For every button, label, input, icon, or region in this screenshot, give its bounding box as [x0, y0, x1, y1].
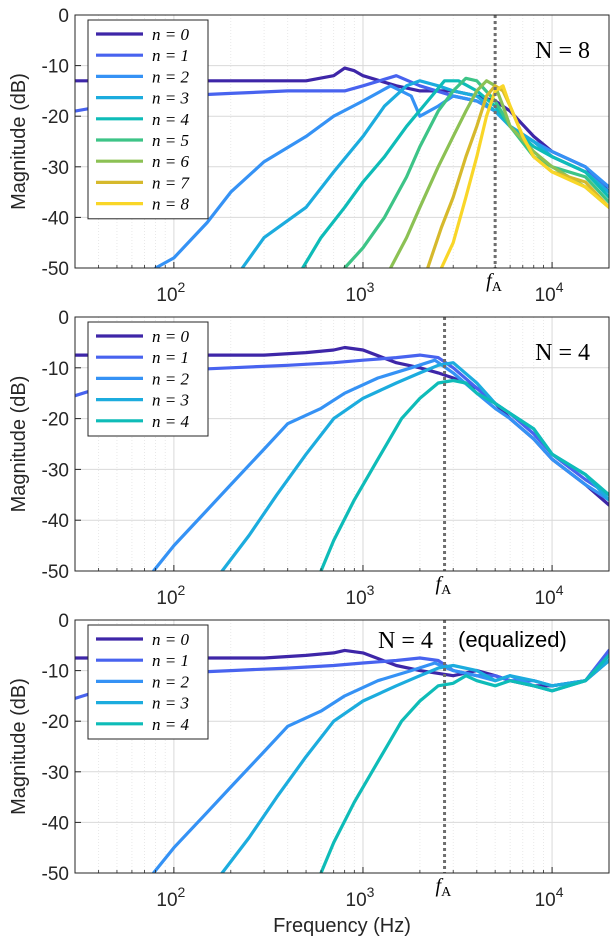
x-tick-label: 102: [156, 884, 185, 911]
legend-label: n = 2: [152, 67, 189, 86]
legend-label: n = 3: [152, 89, 189, 108]
chart-panel-2: 102 103 104 0 -10 -20 -30 -40 -50 Magnitude (dB) f…: [8, 308, 610, 609]
annotation-label: N = 4: [535, 340, 590, 366]
legend-label: n = 8: [152, 195, 189, 214]
axes-box: [74, 619, 610, 874]
legend-label: n = 7: [152, 173, 190, 192]
legend-label: n = 0: [152, 630, 189, 649]
legend-label: n = 2: [152, 369, 189, 388]
axes-box: [74, 14, 610, 269]
y-tick-label: -40: [42, 208, 69, 229]
x-tick-label: 104: [535, 279, 564, 306]
series-line: [389, 79, 609, 268]
y-tick-label: -30: [42, 460, 69, 481]
x-tick-label: 104: [535, 884, 564, 911]
x-tick-label: 104: [535, 582, 564, 609]
y-tick-label: -30: [42, 763, 69, 784]
x-tick-label: 103: [346, 279, 375, 306]
legend-label: n = 3: [152, 694, 189, 713]
axes-box: [74, 316, 610, 572]
annotation-label: N = 4: [378, 628, 433, 654]
series-line: [439, 84, 609, 268]
legend-label: n = 1: [152, 46, 189, 65]
legend-label: n = 0: [152, 25, 189, 44]
legend-label: n = 6: [152, 152, 189, 171]
x-tick-label: 103: [346, 582, 375, 609]
legend-label: n = 4: [152, 110, 189, 129]
y-tick-label: -40: [42, 813, 69, 834]
chart-panel-1: 102 103 104 0 -10 -20 -30 -40 -50 Magnitude (dB) f…: [8, 6, 610, 306]
x-tick-label: 103: [346, 884, 375, 911]
y-tick-label: -50: [42, 259, 69, 280]
y-tick-label: -40: [42, 511, 69, 532]
chart-panel-3: 102 103 104 0 -10 -20 -30 -40 -50 Magnitude (dB) f…: [8, 611, 610, 911]
y-tick-label: 0: [58, 308, 69, 329]
legend-label: n = 3: [152, 391, 189, 410]
series-line: [319, 653, 609, 873]
y-axis-label: Magnitude (dB): [8, 376, 30, 513]
annotation-label: N = 8: [535, 38, 590, 64]
x-tick-label: 102: [156, 279, 185, 306]
legend-label: n = 4: [152, 412, 189, 431]
series-line: [75, 66, 609, 194]
fa-label: fA: [486, 270, 503, 295]
y-tick-label: -10: [42, 57, 69, 78]
y-tick-label: -50: [42, 864, 69, 885]
y-tick-label: -50: [42, 562, 69, 583]
series-line: [301, 79, 609, 268]
series-line: [151, 358, 609, 571]
y-tick-label: 0: [58, 6, 69, 27]
y-tick-label: -30: [42, 158, 69, 179]
legend-label: n = 2: [152, 672, 189, 691]
series-line: [220, 658, 609, 873]
legend-label: n = 0: [152, 327, 189, 346]
y-tick-label: -20: [42, 107, 69, 128]
x-axis-label: Frequency (Hz): [273, 915, 411, 937]
y-tick-label: -10: [42, 662, 69, 683]
fa-label: fA: [436, 875, 453, 900]
series-line: [319, 378, 609, 571]
y-tick-label: -20: [42, 410, 69, 431]
series-line: [75, 353, 609, 497]
legend-label: n = 5: [152, 131, 189, 150]
legend-label: n = 1: [152, 651, 189, 670]
series-line: [75, 648, 609, 688]
legend-label: n = 4: [152, 715, 189, 734]
series-line: [240, 79, 609, 268]
annotation-note: (equalized): [458, 627, 567, 652]
legend-label: n = 1: [152, 348, 189, 367]
y-axis-label: Magnitude (dB): [8, 678, 30, 815]
fa-label: fA: [436, 573, 453, 598]
y-tick-label: -20: [42, 712, 69, 733]
y-axis-label: Magnitude (dB): [8, 73, 30, 210]
y-tick-label: 0: [58, 611, 69, 632]
y-tick-label: -10: [42, 359, 69, 380]
x-tick-label: 102: [156, 582, 185, 609]
